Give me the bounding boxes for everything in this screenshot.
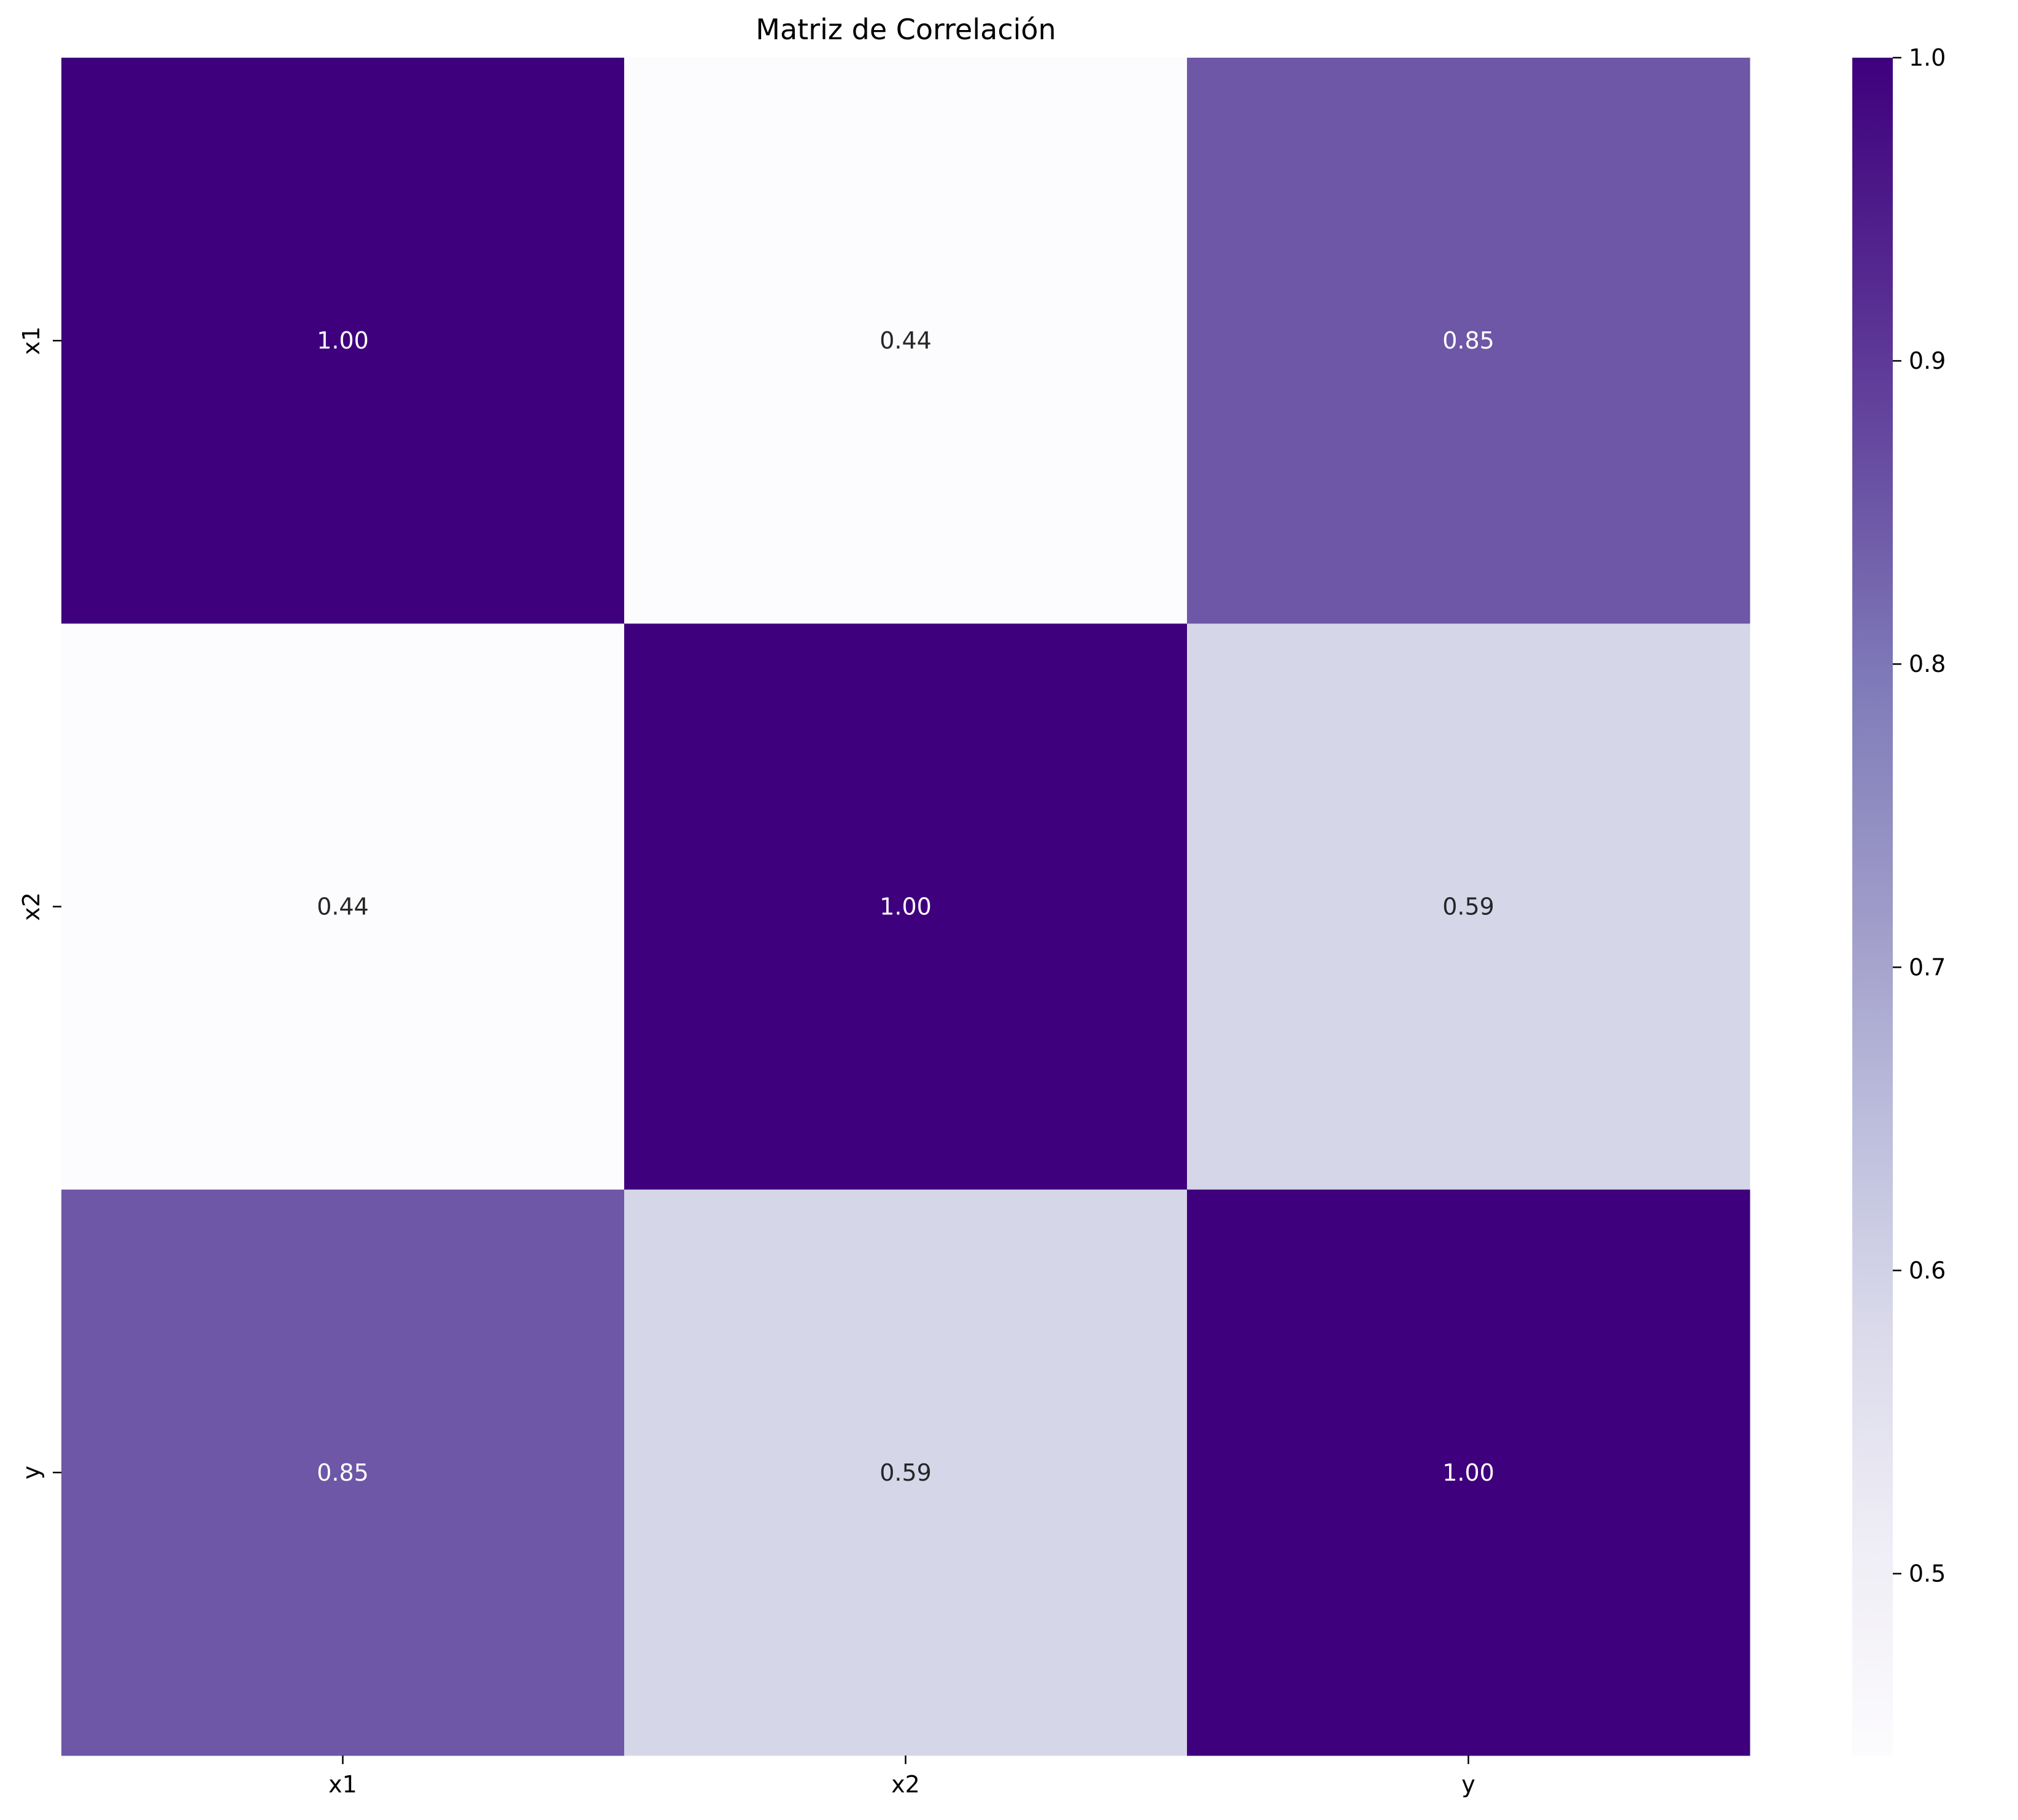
heatmap-cell-x2-x1: [61, 623, 625, 1190]
colorbar-gradient: [1852, 58, 1893, 1756]
heatmap-cell-y-x1: [61, 1189, 625, 1756]
heatmap-cells: [61, 58, 1750, 1756]
heatmap-cell-x1-y: [1187, 58, 1750, 624]
x-tick-label-x1: x1: [328, 1771, 357, 1798]
cell-annotation-x2-y: 0.59: [1442, 893, 1494, 920]
cell-annotation-y-y: 1.00: [1442, 1459, 1494, 1486]
x-tick-label-x2: x2: [891, 1771, 920, 1798]
colorbar: 0.5 0.6 0.7 0.8 0.9 1.0: [1852, 44, 1946, 1756]
heatmap-annotations: 1.00 0.44 0.85 0.44 1.00 0.59 0.85 0.59 1.00: [317, 327, 1494, 1486]
cell-annotation-y-x2: 0.59: [879, 1459, 932, 1486]
heatmap-cell-x2-x2: [624, 623, 1188, 1190]
x-axis: x1 x2 y: [328, 1755, 1475, 1798]
colorbar-tick-label-0.7: 0.7: [1909, 954, 1946, 981]
cell-annotation-x1-x1: 1.00: [317, 327, 369, 354]
y-tick-label-x2: x2: [18, 892, 45, 921]
x-tick-label-y: y: [1461, 1771, 1475, 1798]
colorbar-tick-label-0.8: 0.8: [1909, 650, 1946, 677]
cell-annotation-x1-x2: 0.44: [879, 327, 932, 354]
heatmap-cell-x2-y: [1187, 623, 1750, 1190]
cell-annotation-x2-x1: 0.44: [317, 893, 369, 920]
cell-annotation-y-x1: 0.85: [317, 1459, 369, 1486]
cell-annotation-x2-x2: 1.00: [879, 893, 932, 920]
heatmap-cell-y-y: [1187, 1189, 1750, 1756]
y-axis: x1 x2 y: [18, 326, 61, 1479]
y-tick-label-y: y: [18, 1466, 45, 1480]
colorbar-tick-label-0.5: 0.5: [1909, 1560, 1946, 1587]
cell-annotation-x1-y: 0.85: [1442, 327, 1494, 354]
heatmap-cell-x1-x1: [61, 58, 625, 624]
chart-title: Matriz de Correlación: [756, 13, 1056, 46]
heatmap-cell-y-x2: [624, 1189, 1188, 1756]
y-tick-label-x1: x1: [18, 326, 45, 355]
colorbar-tick-label-0.6: 0.6: [1909, 1257, 1946, 1284]
colorbar-ticks: 0.5 0.6 0.7 0.8 0.9 1.0: [1893, 44, 1946, 1587]
heatmap-cell-x1-x2: [624, 58, 1188, 624]
colorbar-tick-label-1.0: 1.0: [1909, 44, 1946, 71]
colorbar-tick-label-0.9: 0.9: [1909, 347, 1946, 374]
